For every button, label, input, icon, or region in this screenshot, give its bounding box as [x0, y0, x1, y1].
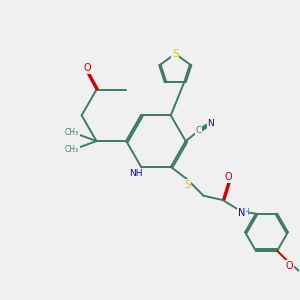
- Text: CH₃: CH₃: [65, 145, 79, 154]
- Text: O: O: [84, 63, 92, 73]
- Text: NH: NH: [129, 169, 142, 178]
- Text: O: O: [224, 172, 232, 182]
- Text: S: S: [184, 180, 190, 190]
- Text: O: O: [286, 261, 293, 271]
- Text: N: N: [238, 208, 245, 218]
- Text: S: S: [172, 49, 178, 59]
- Text: N: N: [208, 119, 214, 128]
- Text: CH₃: CH₃: [65, 128, 79, 137]
- Text: C: C: [195, 126, 201, 135]
- Text: H: H: [243, 208, 249, 217]
